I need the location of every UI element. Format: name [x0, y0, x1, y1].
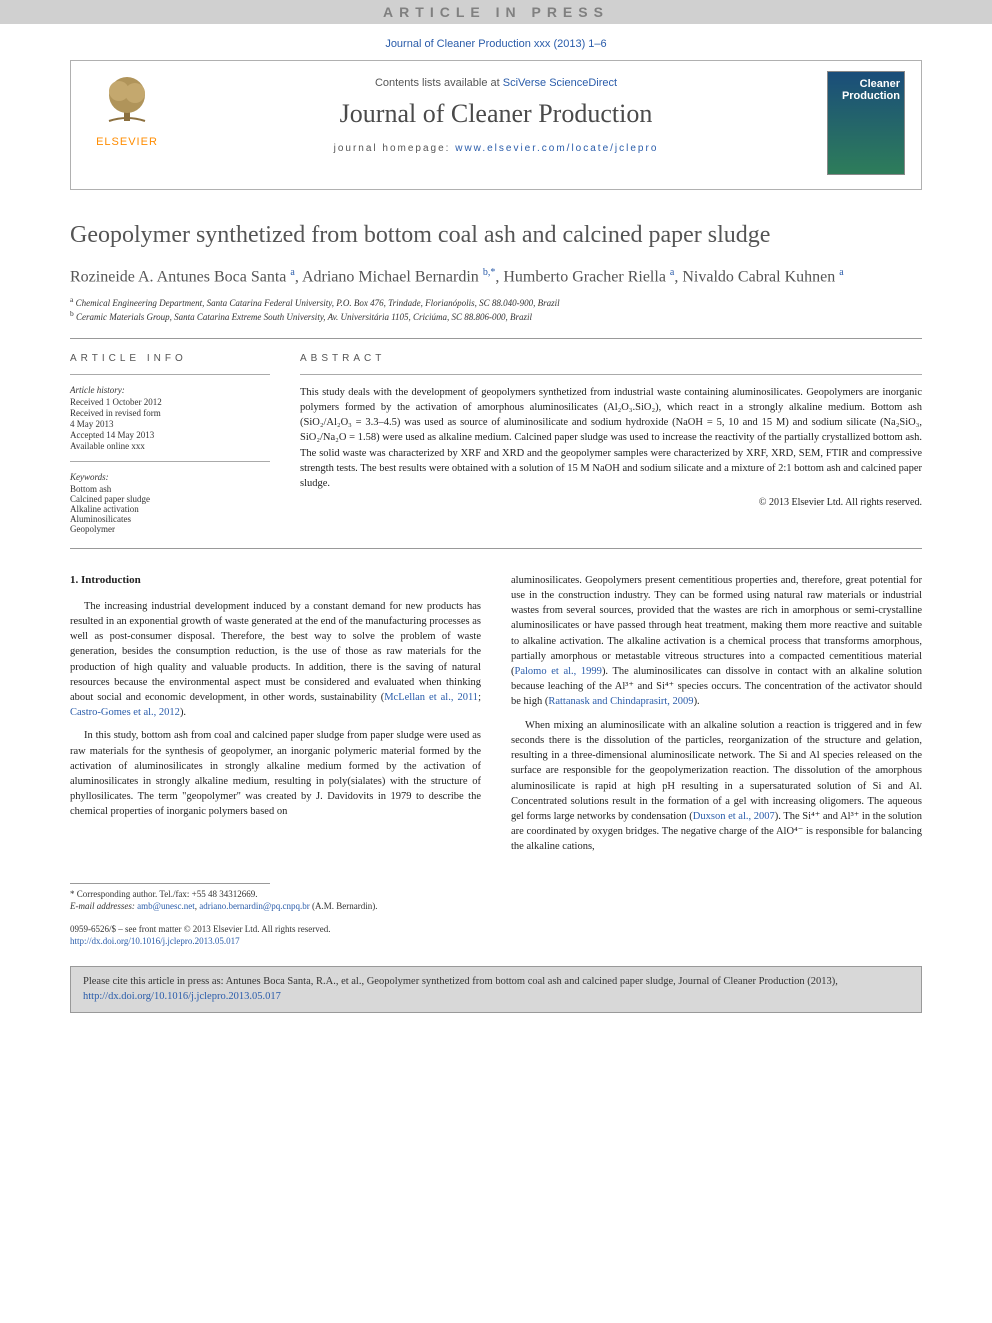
keyword-4: Geopolymer: [70, 524, 270, 534]
divider-top: [70, 338, 922, 339]
journal-header-box: ELSEVIER Contents lists available at Sci…: [70, 60, 922, 190]
affiliations: a Chemical Engineering Department, Santa…: [70, 295, 922, 324]
para-3: aluminosilicates. Geopolymers present ce…: [511, 573, 922, 710]
email-suffix: (A.M. Bernardin).: [312, 901, 377, 911]
abstract-text: This study deals with the development of…: [300, 385, 922, 492]
history-item-0: Received 1 October 2012: [70, 397, 270, 407]
para-4: When mixing an aluminosilicate with an a…: [511, 718, 922, 855]
journal-cover-thumbnail: Cleaner Production: [827, 71, 905, 175]
email-1[interactable]: amb@unesc.net: [137, 901, 195, 911]
history-item-1: Received in revised form: [70, 408, 270, 418]
ref-castro[interactable]: Castro-Gomes et al., 2012: [70, 707, 180, 718]
homepage-prefix: journal homepage:: [334, 143, 456, 154]
cover-title-1: Cleaner: [832, 78, 900, 90]
cite-doi-link[interactable]: http://dx.doi.org/10.1016/j.jclepro.2013…: [83, 991, 281, 1002]
divider-mid: [70, 548, 922, 549]
para-1: The increasing industrial development in…: [70, 599, 481, 721]
issn-line: 0959-6526/$ – see front matter © 2013 El…: [70, 923, 922, 936]
info-sep-2: [70, 461, 270, 462]
email-2[interactable]: adriano.bernardin@pq.cnpq.br: [199, 901, 310, 911]
abstract-copyright: © 2013 Elsevier Ltd. All rights reserved…: [300, 497, 922, 508]
contents-prefix: Contents lists available at: [375, 77, 503, 89]
affiliation-b: b Ceramic Materials Group, Santa Catarin…: [70, 309, 922, 324]
keyword-2: Alkaline activation: [70, 504, 270, 514]
info-sep-1: [70, 374, 270, 375]
article-info-column: ARTICLE INFO Article history: Received 1…: [70, 353, 270, 534]
body-right-column: aluminosilicates. Geopolymers present ce…: [511, 573, 922, 863]
para-2: In this study, bottom ash from coal and …: [70, 728, 481, 819]
section-1-heading: 1. Introduction: [70, 573, 481, 589]
elsevier-tree-icon: [99, 71, 155, 127]
history-item-3: Accepted 14 May 2013: [70, 430, 270, 440]
doi-line: http://dx.doi.org/10.1016/j.jclepro.2013…: [70, 935, 922, 948]
corresponding-author: * Corresponding author. Tel./fax: +55 48…: [70, 888, 922, 901]
doi-link[interactable]: http://dx.doi.org/10.1016/j.jclepro.2013…: [70, 936, 240, 946]
article-title: Geopolymer synthetized from bottom coal …: [70, 220, 922, 251]
ref-duxson[interactable]: Duxson et al., 2007: [693, 811, 775, 822]
contents-list-line: Contents lists available at SciVerse Sci…: [87, 77, 905, 89]
author-list: Rozineide A. Antunes Boca Santa a, Adria…: [70, 267, 922, 286]
cite-text: Please cite this article in press as: An…: [83, 976, 838, 987]
ref-palomo[interactable]: Palomo et al., 1999: [515, 666, 602, 677]
sciencedirect-link[interactable]: SciVerse ScienceDirect: [503, 77, 617, 89]
history-item-2: 4 May 2013: [70, 419, 270, 429]
article-info-heading: ARTICLE INFO: [70, 353, 270, 364]
elsevier-text: ELSEVIER: [87, 136, 167, 148]
banner-text: ARTICLE IN PRESS: [383, 4, 609, 20]
citation-line-top: Journal of Cleaner Production xxx (2013)…: [0, 24, 992, 60]
abstract-heading: ABSTRACT: [300, 353, 922, 364]
body-two-column: 1. Introduction The increasing industria…: [70, 573, 922, 863]
header-center: Contents lists available at SciVerse Sci…: [87, 71, 905, 154]
email-label: E-mail addresses:: [70, 901, 135, 911]
abstract-column: ABSTRACT This study deals with the devel…: [300, 353, 922, 534]
keyword-3: Aluminosilicates: [70, 514, 270, 524]
history-label: Article history:: [70, 385, 270, 395]
info-abstract-row: ARTICLE INFO Article history: Received 1…: [70, 353, 922, 534]
footer-separator: [70, 883, 270, 884]
keyword-0: Bottom ash: [70, 484, 270, 494]
homepage-link[interactable]: www.elsevier.com/locate/jclepro: [455, 143, 658, 154]
cover-title-2: Production: [832, 90, 900, 102]
article-in-press-banner: ARTICLE IN PRESS: [0, 0, 992, 24]
body-left-column: 1. Introduction The increasing industria…: [70, 573, 481, 863]
keywords-label: Keywords:: [70, 472, 270, 482]
history-item-4: Available online xxx: [70, 441, 270, 451]
journal-homepage-line: journal homepage: www.elsevier.com/locat…: [87, 143, 905, 154]
keyword-1: Calcined paper sludge: [70, 494, 270, 504]
journal-name: Journal of Cleaner Production: [87, 99, 905, 129]
footer-block: * Corresponding author. Tel./fax: +55 48…: [70, 883, 922, 948]
ref-rattanask[interactable]: Rattanask and Chindaprasirt, 2009: [548, 696, 693, 707]
section-number: 1.: [70, 574, 78, 586]
cite-this-article-box: Please cite this article in press as: An…: [70, 966, 922, 1013]
section-title: Introduction: [81, 574, 141, 586]
elsevier-logo: ELSEVIER: [87, 71, 167, 148]
affiliation-a: a Chemical Engineering Department, Santa…: [70, 295, 922, 310]
abstract-sep: [300, 374, 922, 375]
ref-mclellan[interactable]: McLellan et al., 2011: [384, 692, 478, 703]
email-line: E-mail addresses: amb@unesc.net, adriano…: [70, 900, 922, 913]
